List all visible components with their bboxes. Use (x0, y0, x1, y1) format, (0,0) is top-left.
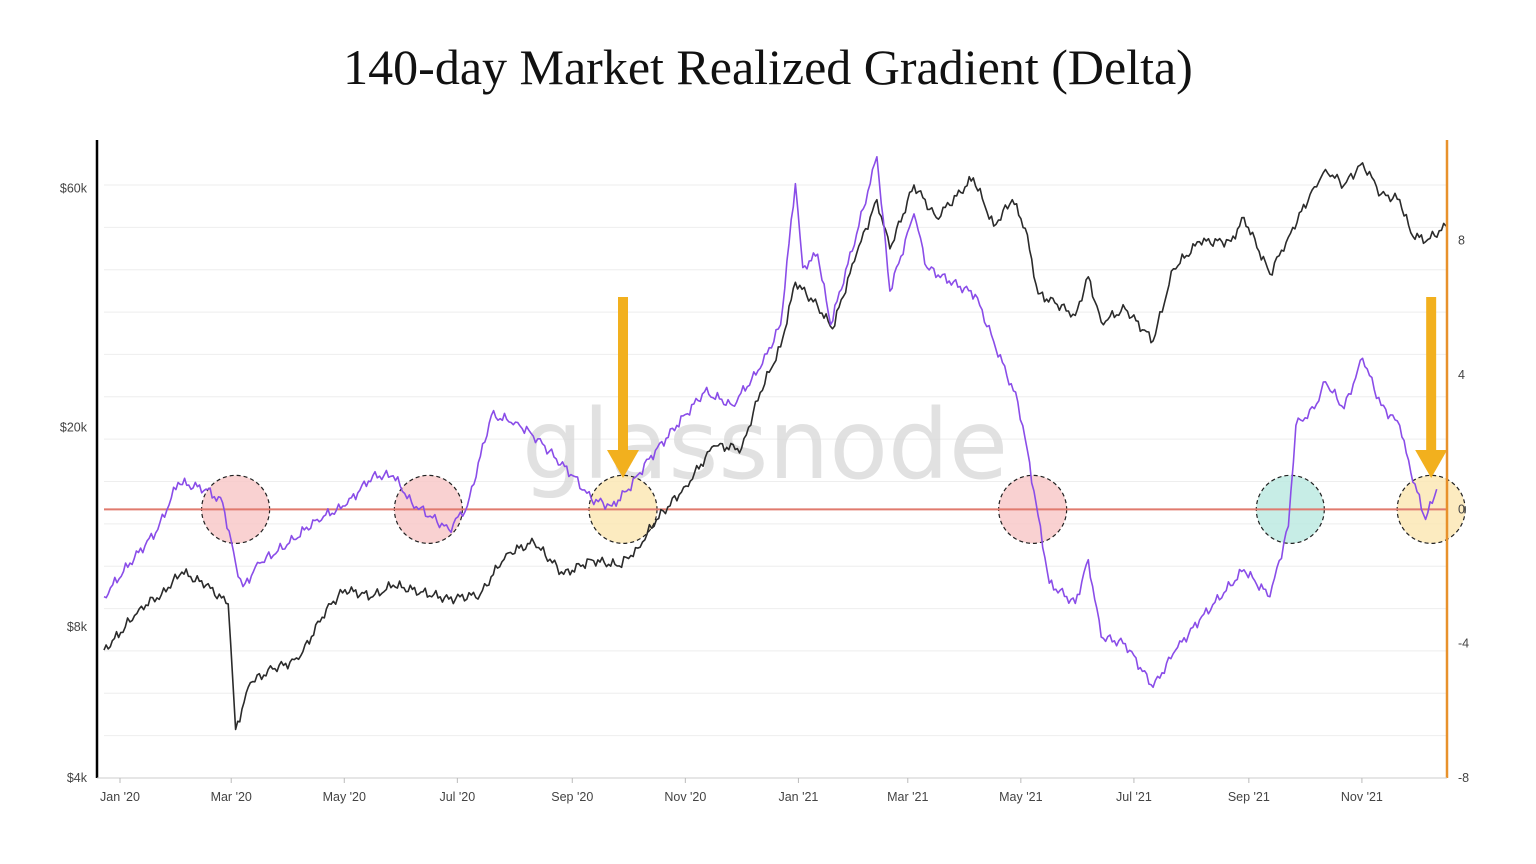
x-tick-label: Sep '21 (1228, 790, 1270, 804)
y-left-tick-label: $8k (67, 620, 88, 634)
down-arrow-1 (607, 297, 640, 478)
x-tick-label: Nov '20 (664, 790, 706, 804)
series-line-2 (103, 156, 1438, 689)
x-tick-label: Jan '21 (778, 790, 818, 804)
chart-title: 140-day Market Realized Gradient (Delta) (343, 39, 1193, 95)
y-right-tick-label: 4 (1458, 368, 1465, 382)
x-tick-label: Nov '21 (1341, 790, 1383, 804)
y-right-tick-label: -8 (1458, 771, 1469, 785)
x-tick-label: May '20 (323, 790, 366, 804)
x-tick-label: Mar '20 (211, 790, 252, 804)
x-tick-label: May '21 (999, 790, 1042, 804)
down-arrow-2 (1415, 297, 1448, 478)
arrow-shaft (618, 297, 629, 453)
arrow-shaft (1426, 297, 1437, 453)
annotation-arrows (607, 297, 1448, 478)
y-right-tick-label: -4 (1458, 637, 1469, 651)
series-line-1 (103, 162, 1447, 731)
arrow-head (1415, 450, 1448, 478)
axes: $60k $20k $8k $4k 8 4 0 -4 -8 Jan '20 Mar '20 May '… (60, 140, 1469, 804)
y-left-tick-label: $20k (60, 421, 88, 435)
watermark-text: glassnode (522, 389, 1008, 501)
x-tick-label: Jan '20 (100, 790, 140, 804)
x-tick-label: Sep '20 (551, 790, 593, 804)
y-left-tick-label: $4k (67, 771, 88, 785)
arrow-head (607, 450, 640, 478)
y-left-tick-label: $60k (60, 182, 88, 196)
x-tick-label: Jul '20 (439, 790, 475, 804)
x-tick-label: Mar '21 (887, 790, 928, 804)
y-right-tick-label: 0 (1458, 502, 1465, 516)
x-tick-label: Jul '21 (1116, 790, 1152, 804)
series-lines (103, 156, 1447, 731)
y-right-tick-label: 8 (1458, 234, 1465, 248)
